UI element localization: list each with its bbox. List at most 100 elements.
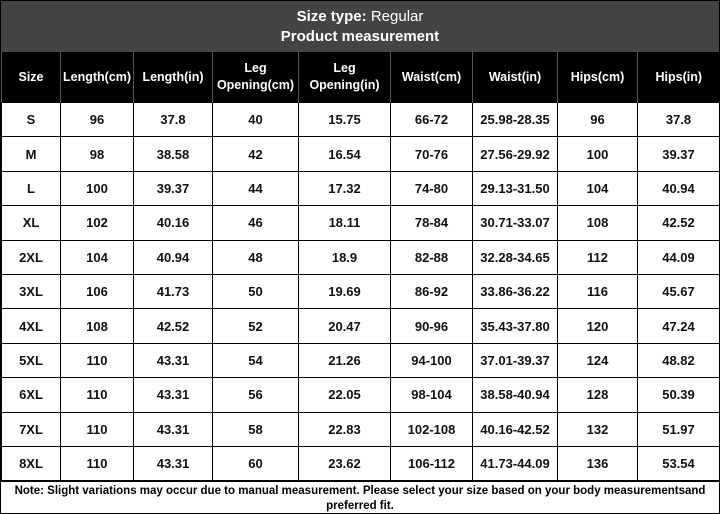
table-cell: L	[1, 170, 61, 207]
header-row: Size Length(cm) Length(in) Leg Opening(cm) L…	[1, 52, 720, 103]
table-cell: 110	[60, 411, 134, 447]
table-cell: 43.31	[133, 377, 213, 413]
table-cell: 70-76	[390, 136, 473, 172]
table-row: 5XL 110 43.31 54 21.26 94-100 37.01-39.37 124 48…	[1, 342, 720, 379]
table-cell: 41.73-44.09	[472, 445, 558, 482]
table-cell: 18.11	[298, 205, 391, 241]
table-cell: 124	[557, 342, 638, 379]
table-cell: 44	[212, 170, 299, 207]
table-cell: 44.09	[637, 239, 720, 275]
table-cell: 43.31	[133, 445, 213, 482]
header-band: Size type: Regular Product measurement	[1, 1, 719, 52]
table-cell: 40.16	[133, 205, 213, 241]
table-cell: 74-80	[390, 170, 473, 207]
table-cell: 128	[557, 377, 638, 413]
table-cell: 54	[212, 342, 299, 379]
table-cell: 37.8	[133, 101, 213, 138]
table-cell: 29.13-31.50	[472, 170, 558, 207]
table-cell: 110	[60, 342, 134, 379]
table-cell: 96	[60, 101, 134, 138]
table-cell: 17.32	[298, 170, 391, 207]
table-cell: 110	[60, 445, 134, 482]
table-cell: 25.98-28.35	[472, 101, 558, 138]
table-row: XL 102 40.16 46 18.11 78-84 30.71-33.07 108 42.5…	[1, 205, 720, 241]
column-header: Waist(in)	[472, 52, 558, 103]
table-cell: 136	[557, 445, 638, 482]
column-header: Leg Opening(in)	[298, 52, 391, 103]
table-cell: 50	[212, 273, 299, 310]
table-cell: 7XL	[1, 411, 61, 447]
table-cell: 102-108	[390, 411, 473, 447]
table-cell: 33.86-36.22	[472, 273, 558, 310]
table-cell: 39.37	[637, 136, 720, 172]
table-cell: 106	[60, 273, 134, 310]
table-cell: 35.43-37.80	[472, 308, 558, 344]
column-header: Size	[1, 52, 61, 103]
table-cell: 104	[60, 239, 134, 275]
table-cell: 60	[212, 445, 299, 482]
table-cell: 66-72	[390, 101, 473, 138]
table-cell: 27.56-29.92	[472, 136, 558, 172]
table-cell: 40.94	[133, 239, 213, 275]
column-header: Leg Opening(cm)	[212, 52, 299, 103]
size-table: Size Length(cm) Length(in) Leg Opening(cm) L…	[1, 52, 720, 482]
table-cell: 116	[557, 273, 638, 310]
table-cell: 37.8	[637, 101, 720, 138]
table-cell: 86-92	[390, 273, 473, 310]
table-cell: 30.71-33.07	[472, 205, 558, 241]
column-header: Hips(cm)	[557, 52, 638, 103]
size-type: Size type: Regular	[1, 7, 719, 27]
table-cell: 45.67	[637, 273, 720, 310]
table-cell: 51.97	[637, 411, 720, 447]
table-row: S 96 37.8 40 15.75 66-72 25.98-28.35 96 37.8	[1, 101, 720, 138]
table-cell: 52	[212, 308, 299, 344]
table-cell: 106-112	[390, 445, 473, 482]
table-cell: 50.39	[637, 377, 720, 413]
table-cell: 22.83	[298, 411, 391, 447]
table-cell: 100	[557, 136, 638, 172]
table-cell: M	[1, 136, 61, 172]
table-cell: 56	[212, 377, 299, 413]
table-cell: 5XL	[1, 342, 61, 379]
table-cell: 98-104	[390, 377, 473, 413]
table-cell: 108	[60, 308, 134, 344]
table-cell: 4XL	[1, 308, 61, 344]
table-cell: 132	[557, 411, 638, 447]
column-header: Hips(in)	[637, 52, 720, 103]
table-cell: 42.52	[637, 205, 720, 241]
table-cell: 48	[212, 239, 299, 275]
table-cell: 96	[557, 101, 638, 138]
table-cell: 2XL	[1, 239, 61, 275]
table-cell: 18.9	[298, 239, 391, 275]
table-cell: S	[1, 101, 61, 138]
table-cell: 58	[212, 411, 299, 447]
table-cell: 108	[557, 205, 638, 241]
table-cell: 38.58	[133, 136, 213, 172]
table-cell: 15.75	[298, 101, 391, 138]
table-cell: 104	[557, 170, 638, 207]
title: Product measurement	[280, 28, 440, 45]
table-cell: 3XL	[1, 273, 61, 310]
table-cell: 16.54	[298, 136, 391, 172]
table-cell: 40	[212, 101, 299, 138]
table-cell: 42.52	[133, 308, 213, 344]
column-header: Waist(cm)	[390, 52, 473, 103]
table-cell: 102	[60, 205, 134, 241]
table-cell: 23.62	[298, 445, 391, 482]
size-type-label: Size type:	[296, 8, 367, 25]
table-cell: 43.31	[133, 342, 213, 379]
table-cell: 22.05	[298, 377, 391, 413]
table-row: 7XL 110 43.31 58 22.83 102-108 40.16-42.52 132 5…	[1, 411, 720, 447]
table-row: 8XL 110 43.31 60 23.62 106-112 41.73-44.09 136 5…	[1, 445, 720, 482]
table-cell: 120	[557, 308, 638, 344]
column-header: Length(cm)	[60, 52, 134, 103]
note: Note: Slight variations may occur due to…	[1, 481, 719, 514]
table-cell: 19.69	[298, 273, 391, 310]
column-header: Length(in)	[133, 52, 213, 103]
table-cell: 47.24	[637, 308, 720, 344]
table-cell: 40.94	[637, 170, 720, 207]
table-cell: 20.47	[298, 308, 391, 344]
table-cell: 39.37	[133, 170, 213, 207]
table-cell: 48.82	[637, 342, 720, 379]
